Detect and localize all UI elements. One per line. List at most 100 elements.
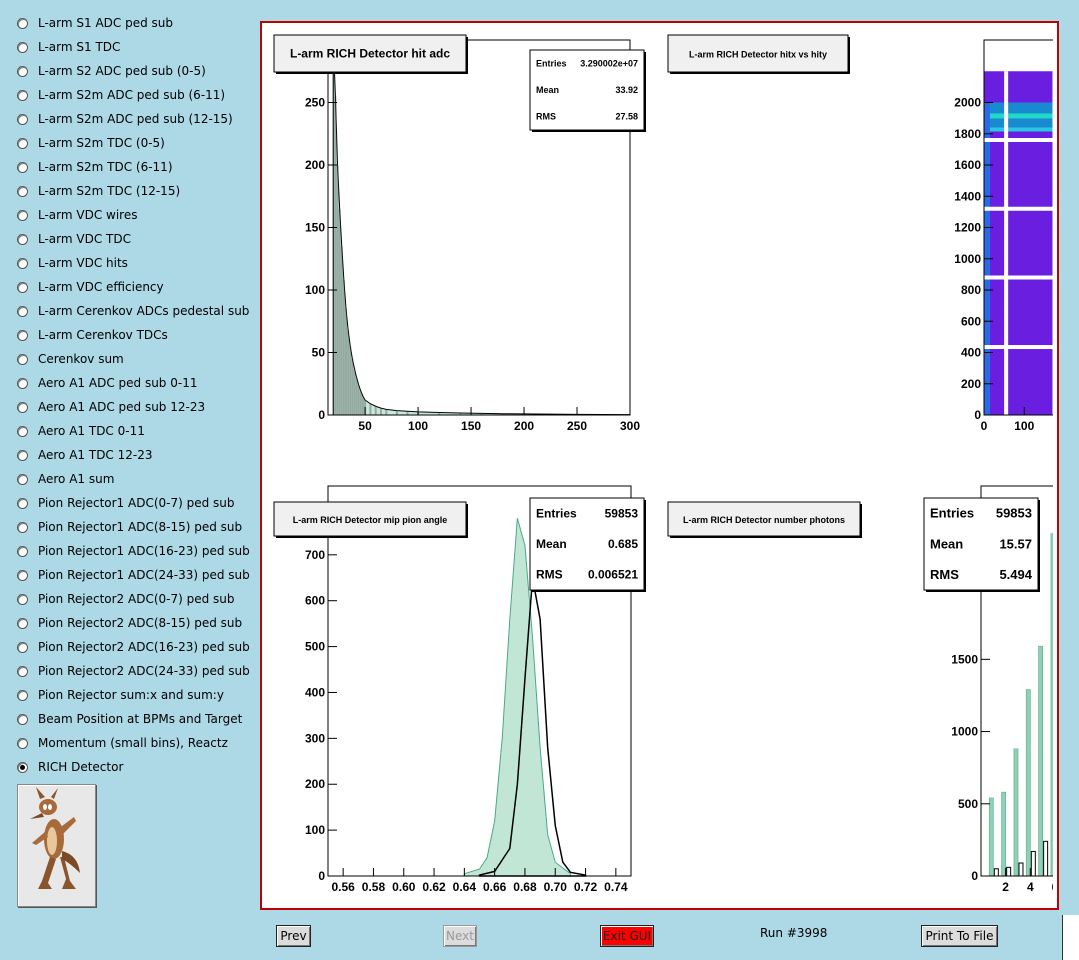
x-tick-label: 0.62 bbox=[422, 880, 446, 894]
photons-bar-series2 bbox=[1018, 862, 1024, 877]
histogram-radio-item[interactable]: L-arm Cerenkov ADCs pedestal sub bbox=[17, 301, 249, 321]
radio-unselected-icon[interactable] bbox=[17, 737, 28, 749]
histogram-radio-item[interactable]: Pion Rejector sum:x and sum:y bbox=[17, 685, 224, 705]
histogram-radio-item[interactable]: RICH Detector bbox=[17, 757, 123, 777]
radio-unselected-icon[interactable] bbox=[17, 641, 28, 653]
stats-label: Mean bbox=[930, 536, 963, 551]
radio-unselected-icon[interactable] bbox=[17, 233, 28, 245]
histogram-radio-item[interactable]: L-arm S2 ADC ped sub (0-5) bbox=[17, 61, 206, 81]
histogram-radio-item[interactable]: Pion Rejector2 ADC(0-7) ped sub bbox=[17, 589, 235, 609]
radio-unselected-icon[interactable] bbox=[17, 257, 28, 269]
pad-hit-adc[interactable]: 50 100 150 200 250 300 0 50 100 150 200 250 L-arm RI… bbox=[264, 25, 657, 465]
photons-bar-series2 bbox=[1006, 866, 1012, 877]
histogram-radio-item[interactable]: L-arm S2m ADC ped sub (6-11) bbox=[17, 85, 225, 105]
histogram-radio-item[interactable]: Momentum (small bins), Reactz bbox=[17, 733, 228, 753]
radio-unselected-icon[interactable] bbox=[17, 329, 28, 341]
histogram-radio-item[interactable]: L-arm S1 ADC ped sub bbox=[17, 13, 173, 33]
radio-unselected-icon[interactable] bbox=[17, 281, 28, 293]
histogram-radio-item[interactable]: L-arm VDC hits bbox=[17, 253, 128, 273]
radio-unselected-icon[interactable] bbox=[17, 689, 28, 701]
x-tick-label: 2 bbox=[1002, 880, 1009, 894]
radio-unselected-icon[interactable] bbox=[17, 137, 28, 149]
stats-label: Mean bbox=[536, 85, 559, 95]
radio-unselected-icon[interactable] bbox=[17, 89, 28, 101]
radio-unselected-icon[interactable] bbox=[17, 425, 28, 437]
x-tick-label: 0.68 bbox=[513, 880, 537, 894]
stats-label: Entries bbox=[536, 58, 567, 68]
radio-unselected-icon[interactable] bbox=[17, 377, 28, 389]
radio-unselected-icon[interactable] bbox=[17, 305, 28, 317]
print-to-file-button[interactable]: Print To File bbox=[921, 925, 998, 947]
radio-unselected-icon[interactable] bbox=[17, 521, 28, 533]
radio-unselected-icon[interactable] bbox=[17, 497, 28, 509]
stats-value: 15.57 bbox=[999, 536, 1032, 551]
y-tick-label: 1400 bbox=[954, 189, 981, 203]
histogram-radio-item[interactable]: Aero A1 sum bbox=[17, 469, 114, 489]
histogram-radio-item[interactable]: Pion Rejector2 ADC(8-15) ped sub bbox=[17, 613, 242, 633]
radio-unselected-icon[interactable] bbox=[17, 665, 28, 677]
histogram-radio-item[interactable]: L-arm VDC TDC bbox=[17, 229, 131, 249]
radio-unselected-icon[interactable] bbox=[17, 401, 28, 413]
histogram-radio-item[interactable]: L-arm S2m TDC (0-5) bbox=[17, 133, 165, 153]
histogram-radio-item[interactable]: L-arm VDC efficiency bbox=[17, 277, 164, 297]
title-box bbox=[273, 34, 467, 73]
hit-adc-bin bbox=[374, 406, 377, 415]
radio-unselected-icon[interactable] bbox=[17, 569, 28, 581]
hit-adc-bin bbox=[357, 385, 360, 415]
run-number-label: Run #3998 bbox=[760, 926, 828, 940]
radio-unselected-icon[interactable] bbox=[17, 161, 28, 173]
title-box bbox=[667, 34, 849, 73]
next-button[interactable]: Next bbox=[443, 925, 477, 947]
pad-title: L-arm RICH Detector mip pion angle bbox=[293, 515, 448, 525]
y-tick-label: 600 bbox=[961, 314, 981, 328]
histogram-radio-item[interactable]: Aero A1 TDC 12-23 bbox=[17, 445, 153, 465]
histogram-radio-item[interactable]: Pion Rejector2 ADC(24-33) ped sub bbox=[17, 661, 250, 681]
histogram-radio-item[interactable]: L-arm S2m TDC (12-15) bbox=[17, 181, 180, 201]
histogram-radio-item[interactable]: Pion Rejector1 ADC(16-23) ped sub bbox=[17, 541, 250, 561]
y-tick-label: 0 bbox=[318, 408, 325, 422]
histogram-radio-item[interactable]: Aero A1 ADC ped sub 12-23 bbox=[17, 397, 205, 417]
histogram-radio-item[interactable]: Aero A1 ADC ped sub 0-11 bbox=[17, 373, 197, 393]
histogram-radio-item[interactable]: L-arm Cerenkov TDCs bbox=[17, 325, 168, 345]
radio-unselected-icon[interactable] bbox=[17, 65, 28, 77]
radio-unselected-icon[interactable] bbox=[17, 113, 28, 125]
histogram-radio-item[interactable]: Cerenkov sum bbox=[17, 349, 124, 369]
radio-unselected-icon[interactable] bbox=[17, 617, 28, 629]
histogram-radio-item[interactable]: Pion Rejector1 ADC(24-33) ped sub bbox=[17, 565, 250, 585]
heatmap-gap-column bbox=[1052, 71, 1057, 415]
x-tick-label: 0.70 bbox=[544, 880, 568, 894]
radio-unselected-icon[interactable] bbox=[17, 593, 28, 605]
photons-bar-series1 bbox=[988, 797, 994, 877]
radio-unselected-icon[interactable] bbox=[17, 713, 28, 725]
x-tick-label: 0.72 bbox=[574, 880, 598, 894]
histogram-radio-item[interactable]: Beam Position at BPMs and Target bbox=[17, 709, 242, 729]
histogram-radio-item[interactable]: L-arm S2m ADC ped sub (12-15) bbox=[17, 109, 233, 129]
histogram-radio-item[interactable]: Pion Rejector2 ADC(16-23) ped sub bbox=[17, 637, 250, 657]
stats-value: 27.58 bbox=[615, 112, 638, 122]
radio-unselected-icon[interactable] bbox=[17, 473, 28, 485]
pad-number-photons[interactable]: 2468101214161820222405001000150020002500… bbox=[660, 468, 1079, 906]
radio-selected-icon[interactable] bbox=[17, 761, 28, 773]
radio-unselected-icon[interactable] bbox=[17, 353, 28, 365]
histogram-radio-item[interactable]: L-arm S1 TDC bbox=[17, 37, 120, 57]
prev-button[interactable]: Prev bbox=[276, 925, 311, 947]
histogram-radio-item[interactable]: L-arm VDC wires bbox=[17, 205, 137, 225]
photons-bar-series1 bbox=[1013, 748, 1019, 877]
radio-unselected-icon[interactable] bbox=[17, 41, 28, 53]
radio-unselected-icon[interactable] bbox=[17, 449, 28, 461]
y-tick-label: 500 bbox=[958, 797, 978, 811]
histogram-radio-item[interactable]: L-arm S2m TDC (6-11) bbox=[17, 157, 173, 177]
radio-unselected-icon[interactable] bbox=[17, 209, 28, 221]
exit-gui-button[interactable]: Exit GUI bbox=[600, 925, 654, 947]
histogram-radio-item[interactable]: Pion Rejector1 ADC(0-7) ped sub bbox=[17, 493, 235, 513]
pad-mip-pion-angle[interactable]: 0.56 0.58 0.60 0.62 0.64 0.66 0.68 0.70 0.72 0.74… bbox=[264, 468, 657, 906]
radio-unselected-icon[interactable] bbox=[17, 185, 28, 197]
photons-bar-series2 bbox=[993, 868, 999, 877]
pad-hitx-vs-hity[interactable]: 0100200300400500600700020040060080010001… bbox=[660, 25, 1079, 465]
histogram-radio-item[interactable]: Aero A1 TDC 0-11 bbox=[17, 421, 145, 441]
histogram-radio-item[interactable]: Pion Rejector1 ADC(8-15) ped sub bbox=[17, 517, 242, 537]
y-tick-label: 800 bbox=[961, 283, 981, 297]
radio-unselected-icon[interactable] bbox=[17, 17, 28, 29]
hit-adc-bin bbox=[338, 208, 341, 415]
radio-unselected-icon[interactable] bbox=[17, 545, 28, 557]
